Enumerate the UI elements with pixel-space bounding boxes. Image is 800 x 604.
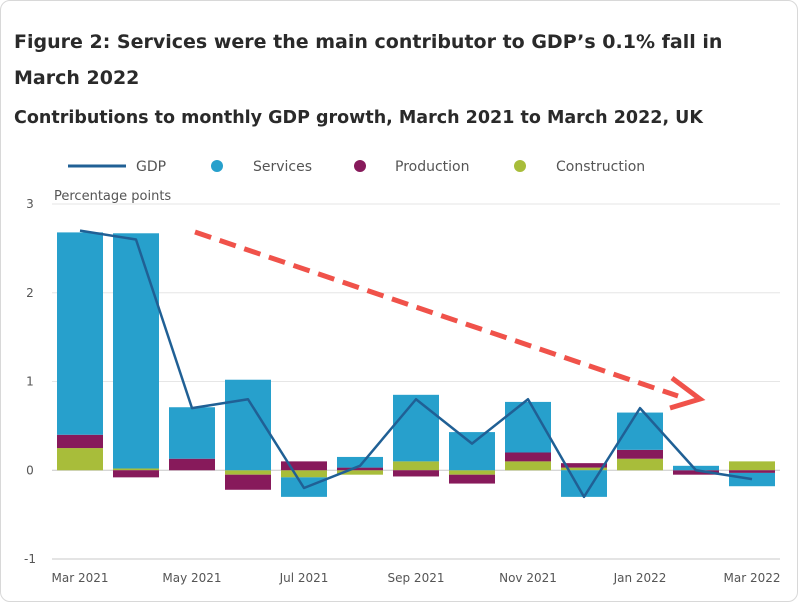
legend-label-gdp: GDP: [136, 159, 166, 175]
bar-construction: [281, 470, 327, 478]
bar-production: [561, 463, 607, 468]
y-tick-label: 1: [26, 375, 34, 389]
bar-production: [673, 470, 719, 475]
x-tick-label: Mar 2022: [724, 571, 781, 585]
bar-construction: [449, 470, 495, 475]
bar-production: [113, 470, 159, 478]
bar-services: [57, 232, 103, 435]
bar-production: [505, 452, 551, 462]
y-tick-label: 2: [26, 286, 34, 300]
bar-production: [393, 470, 439, 477]
bar-services: [617, 412, 663, 450]
legend-swatch-construction: [514, 160, 526, 172]
chart-title: Contributions to monthly GDP growth, Mar…: [14, 108, 703, 128]
x-tick-label: Jul 2021: [279, 571, 329, 585]
gdp-line: [79, 229, 753, 499]
bar-production: [281, 461, 327, 471]
y-tick-label: 3: [26, 197, 34, 211]
bar-services: [393, 394, 439, 462]
figure-title: Figure 2: Services were the main contrib…: [14, 31, 723, 89]
legend-label-construction: Construction: [556, 159, 645, 175]
bar-construction: [57, 448, 103, 471]
bar-services: [673, 465, 719, 471]
annotation-arrow-head: [669, 376, 706, 411]
bar-production: [169, 458, 215, 471]
bar-production: [225, 474, 271, 490]
bar-production: [337, 467, 383, 471]
x-tick-label: Jan 2022: [613, 571, 667, 585]
y-axis-label: Percentage points: [54, 189, 171, 204]
bar-services: [561, 470, 607, 497]
x-tick-label: Nov 2021: [499, 571, 557, 585]
bar-services: [729, 472, 775, 487]
bar-production: [57, 434, 103, 449]
x-tick-label: May 2021: [162, 571, 221, 585]
bar-construction: [113, 468, 159, 471]
bar-services: [337, 456, 383, 468]
y-tick-label: 0: [26, 463, 34, 477]
legend-swatch-production: [354, 160, 366, 172]
legend-label-services: Services: [253, 159, 312, 175]
legend-swatch-services: [211, 160, 223, 172]
x-tick-label: Sep 2021: [388, 571, 445, 585]
bar-construction: [729, 461, 775, 471]
bar-production: [729, 470, 775, 473]
bar-production: [617, 449, 663, 459]
bar-services: [169, 407, 215, 459]
bar-construction: [225, 470, 271, 475]
bar-construction: [393, 461, 439, 471]
x-tick-label: Mar 2021: [52, 571, 109, 585]
bar-construction: [617, 458, 663, 471]
bar-construction: [337, 470, 383, 475]
y-tick-label: -1: [24, 552, 36, 566]
bar-services: [113, 233, 159, 469]
legend-label-production: Production: [395, 159, 469, 175]
annotation-arrow-shaft: [194, 229, 679, 399]
bar-construction: [561, 467, 607, 471]
bar-production: [449, 474, 495, 484]
bar-construction: [505, 461, 551, 471]
bar-services: [449, 432, 495, 471]
